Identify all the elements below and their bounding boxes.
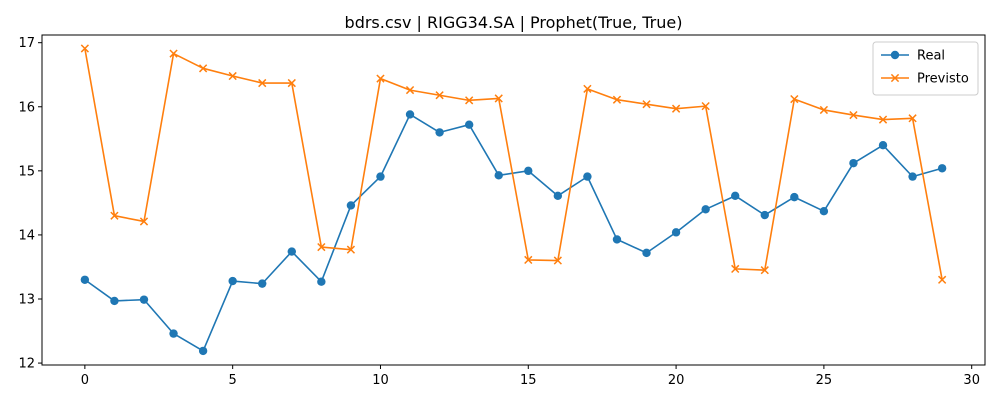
data-point-real [612, 235, 622, 244]
data-point-real [819, 207, 829, 216]
data-point-real [169, 329, 178, 338]
data-point-real [346, 201, 356, 210]
y-tick-label: 12 [18, 357, 35, 372]
data-point-real [228, 276, 237, 286]
series-line-real [84, 113, 943, 352]
x-tick-label: 10 [372, 373, 389, 388]
data-point-previsto [376, 74, 385, 83]
y-tick-label: 14 [18, 228, 35, 243]
data-point-real [287, 247, 296, 256]
data-point-real [435, 128, 444, 137]
data-point-previsto [405, 85, 415, 95]
data-point-real [671, 228, 681, 237]
series-layer [80, 44, 947, 356]
data-point-previsto [878, 115, 888, 124]
data-point-real [553, 191, 563, 201]
data-point-previsto [642, 100, 651, 109]
data-point-real [878, 141, 888, 150]
data-point-previsto [80, 44, 89, 53]
x-tick-label: 30 [963, 373, 980, 388]
data-point-real [139, 295, 149, 304]
y-tick-label: 17 [18, 36, 35, 51]
x-tick-label: 5 [229, 373, 237, 388]
data-point-previsto [583, 84, 592, 93]
data-point-previsto [169, 49, 178, 58]
data-point-previsto [760, 266, 769, 275]
plot-frame [41, 34, 986, 366]
data-point-previsto [524, 255, 533, 265]
data-point-previsto [287, 78, 296, 88]
data-point-real [405, 110, 415, 119]
legend-marker-previsto [890, 73, 900, 83]
chart-title: bdrs.csv | RIGG34.SA | Prophet(True, Tru… [345, 13, 683, 32]
data-point-previsto [701, 101, 710, 111]
data-point-previsto [198, 64, 208, 73]
data-point-previsto [494, 94, 503, 103]
data-point-previsto [790, 94, 799, 104]
x-tick-label: 15 [520, 373, 537, 388]
data-point-real [110, 296, 119, 306]
data-point-real [583, 172, 592, 181]
data-point-previsto [139, 217, 149, 226]
data-point-real [849, 158, 858, 168]
data-point-previsto [228, 71, 237, 81]
data-point-real [642, 248, 651, 258]
data-point-real [198, 346, 208, 356]
legend-label-real: Real [917, 49, 945, 64]
data-point-previsto [819, 105, 829, 115]
y-tick-label: 13 [18, 293, 35, 308]
data-point-previsto [465, 96, 474, 105]
data-point-real [80, 275, 90, 284]
data-point-previsto [258, 78, 267, 88]
data-point-real [731, 191, 740, 201]
data-point-previsto [731, 264, 740, 274]
data-point-previsto [908, 114, 917, 123]
data-point-real [908, 172, 917, 181]
legend: Real Previsto [872, 41, 979, 96]
legend-label-previsto: Previsto [917, 72, 969, 87]
y-tick-label: 15 [18, 164, 35, 179]
data-point-real [790, 192, 799, 202]
data-point-real [258, 279, 267, 288]
data-point-real [494, 171, 503, 180]
y-tick-label: 16 [18, 100, 35, 115]
data-point-previsto [671, 104, 681, 113]
data-point-previsto [553, 256, 562, 265]
data-point-previsto [849, 110, 858, 120]
data-point-previsto [346, 245, 356, 254]
x-tick-label: 0 [81, 373, 89, 388]
data-point-real [760, 210, 769, 220]
data-point-real [701, 205, 710, 214]
data-point-previsto [110, 211, 119, 220]
legend-marker-real [890, 50, 900, 60]
data-point-previsto [938, 275, 947, 284]
data-point-real [376, 172, 385, 181]
data-point-real [464, 120, 474, 129]
x-tick-label: 20 [668, 373, 685, 388]
series-line-previsto [84, 48, 943, 280]
data-point-real [524, 166, 533, 176]
axes-layer: 0 5 10 15 20 25 30 12 13 14 15 16 17 [18, 36, 980, 388]
data-point-real [317, 277, 326, 286]
data-point-real [937, 164, 947, 173]
x-tick-label: 25 [816, 373, 833, 388]
data-point-previsto [317, 242, 326, 252]
data-point-previsto [612, 95, 622, 104]
data-point-previsto [435, 91, 444, 100]
